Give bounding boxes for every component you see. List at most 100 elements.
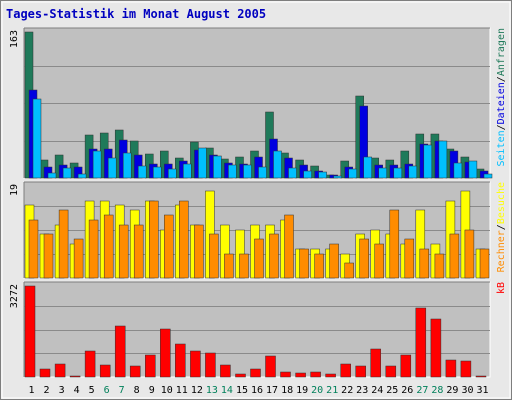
x-tick-label-day-30: 30 xyxy=(461,385,473,396)
bar-rechner-day-17 xyxy=(269,233,279,279)
bar-kb-day-30 xyxy=(460,360,472,378)
bar-kb-day-11 xyxy=(175,343,186,378)
bar-kb-day-10 xyxy=(160,328,171,378)
x-tick-label-day-17: 17 xyxy=(266,385,278,396)
bar-kb-day-1 xyxy=(24,285,36,378)
panel-visits-ymax-label: 19 xyxy=(9,184,20,196)
bar-rechner-day-19 xyxy=(299,248,309,279)
x-tick-label-day-16: 16 xyxy=(251,385,263,396)
bar-rechner-day-12 xyxy=(194,224,204,279)
bar-rechner-day-10 xyxy=(164,214,174,279)
x-tick-label-day-19: 19 xyxy=(296,385,308,396)
x-tick-label-day-31: 31 xyxy=(476,385,488,396)
legend-separator: / xyxy=(496,224,507,230)
x-tick-label-day-18: 18 xyxy=(281,385,293,396)
bar-kb-day-22 xyxy=(340,363,351,378)
bar-kb-day-25 xyxy=(385,365,397,378)
bar-kb-day-27 xyxy=(415,307,427,378)
bar-seiten-day-10 xyxy=(168,168,177,179)
bar-rechner-day-20 xyxy=(314,253,324,279)
x-tick-label-day-23: 23 xyxy=(356,385,368,396)
bar-seiten-day-14 xyxy=(228,164,237,179)
bar-rechner-day-14 xyxy=(224,253,234,279)
x-tick-label-day-2: 2 xyxy=(43,385,49,396)
bar-kb-day-29 xyxy=(445,359,457,378)
x-tick-label-day-29: 29 xyxy=(446,385,458,396)
bar-seiten-day-2 xyxy=(47,172,57,179)
chart-title: Tages-Statistik im Monat August 2005 xyxy=(6,7,266,21)
bar-seiten-day-19 xyxy=(303,170,312,179)
bar-seiten-day-24 xyxy=(378,167,387,179)
bar-seiten-day-16 xyxy=(258,166,267,179)
x-tick-label-day-28: 28 xyxy=(431,385,443,396)
legend-seiten: Seiten xyxy=(496,130,507,166)
panel-kb-background xyxy=(23,281,491,378)
bar-seiten-day-17 xyxy=(273,150,282,179)
bar-kb-day-12 xyxy=(190,350,201,378)
bar-seiten-day-20 xyxy=(318,171,327,179)
legend-separator: / xyxy=(496,76,507,82)
bar-seiten-day-15 xyxy=(243,164,252,179)
bar-kb-day-28 xyxy=(430,318,442,378)
legend-anfragen: Anfragen xyxy=(496,28,507,76)
x-tick-label-day-12: 12 xyxy=(191,385,203,396)
panel-kb-ymax-label: 3272 xyxy=(9,284,20,308)
bar-kb-day-9 xyxy=(145,354,156,378)
bar-seiten-day-9 xyxy=(153,166,162,179)
bar-rechner-day-23 xyxy=(359,238,369,279)
x-tick-label-day-13: 13 xyxy=(206,385,218,396)
bar-rechner-day-22 xyxy=(344,262,354,279)
bar-rechner-day-6 xyxy=(103,214,114,279)
bar-rechner-day-28 xyxy=(434,253,445,279)
bar-rechner-day-3 xyxy=(58,209,69,279)
bar-kb-day-20 xyxy=(310,371,321,378)
bar-rechner-day-7 xyxy=(118,224,129,279)
x-tick-label-day-10: 10 xyxy=(161,385,173,396)
bar-seiten-day-21 xyxy=(333,175,342,179)
bar-kb-day-23 xyxy=(355,365,366,378)
bar-rechner-day-26 xyxy=(404,238,415,279)
bar-kb-day-4 xyxy=(69,375,81,378)
x-tick-label-day-24: 24 xyxy=(371,385,383,396)
bar-seiten-day-3 xyxy=(62,167,72,179)
x-tick-label-day-8: 8 xyxy=(134,385,140,396)
legend-kb: kB xyxy=(496,282,507,294)
bar-rechner-day-29 xyxy=(449,233,460,279)
bar-rechner-day-4 xyxy=(73,238,84,279)
bar-seiten-day-18 xyxy=(288,167,297,179)
x-tick-label-day-7: 7 xyxy=(119,385,125,396)
panel-visits-legend: Rechner/Besuche xyxy=(496,182,507,272)
bar-kb-day-21 xyxy=(325,373,336,378)
bar-seiten-day-1 xyxy=(32,98,42,179)
bar-seiten-day-8 xyxy=(137,165,147,179)
bar-seiten-day-26 xyxy=(408,165,418,179)
bar-kb-day-7 xyxy=(114,325,126,378)
bar-seiten-day-6 xyxy=(107,157,117,179)
bar-kb-day-17 xyxy=(265,355,276,378)
bar-seiten-day-4 xyxy=(77,173,87,179)
x-tick-label-day-6: 6 xyxy=(104,385,110,396)
bar-seiten-day-22 xyxy=(348,168,357,179)
bar-seiten-day-13 xyxy=(213,155,222,179)
x-tick-label-day-14: 14 xyxy=(221,385,233,396)
legend-separator: / xyxy=(496,124,507,130)
bar-kb-day-15 xyxy=(235,373,246,378)
x-tick-label-day-9: 9 xyxy=(149,385,155,396)
x-tick-label-day-20: 20 xyxy=(311,385,323,396)
bar-seiten-day-28 xyxy=(438,140,448,179)
x-tick-label-day-25: 25 xyxy=(386,385,398,396)
bar-rechner-day-25 xyxy=(389,209,400,279)
bar-kb-day-2 xyxy=(39,368,51,378)
bar-seiten-day-11 xyxy=(183,163,192,179)
x-tick-label-day-5: 5 xyxy=(89,385,95,396)
bar-kb-day-31 xyxy=(475,375,487,378)
bar-rechner-day-24 xyxy=(374,243,384,279)
bar-kb-day-18 xyxy=(280,371,291,378)
legend-rechner: Rechner xyxy=(496,230,507,272)
bar-seiten-day-27 xyxy=(423,144,433,179)
bar-rechner-day-11 xyxy=(179,200,189,279)
bar-kb-day-6 xyxy=(99,364,111,378)
bar-rechner-day-5 xyxy=(88,219,99,279)
